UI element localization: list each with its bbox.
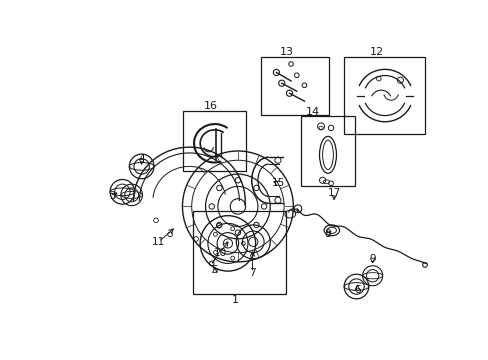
- Text: 7: 7: [249, 268, 255, 278]
- Bar: [183, 111, 246, 171]
- Text: 4: 4: [138, 154, 144, 164]
- Text: 8: 8: [323, 229, 330, 239]
- Text: 16: 16: [203, 101, 218, 111]
- Text: 17: 17: [327, 188, 340, 198]
- Bar: [344, 57, 424, 134]
- Text: 13: 13: [279, 48, 293, 58]
- Bar: [193, 211, 285, 294]
- Text: 6: 6: [353, 285, 360, 294]
- Text: 14: 14: [305, 108, 319, 117]
- Text: 3: 3: [109, 191, 116, 201]
- Text: 10: 10: [213, 248, 226, 258]
- Text: 5: 5: [211, 265, 218, 275]
- Text: 1: 1: [232, 294, 239, 305]
- Text: 15: 15: [271, 178, 284, 188]
- Text: 12: 12: [369, 48, 383, 58]
- Text: 9: 9: [368, 254, 375, 264]
- Text: 11: 11: [152, 237, 165, 247]
- Bar: [301, 116, 354, 186]
- Bar: [261, 57, 328, 115]
